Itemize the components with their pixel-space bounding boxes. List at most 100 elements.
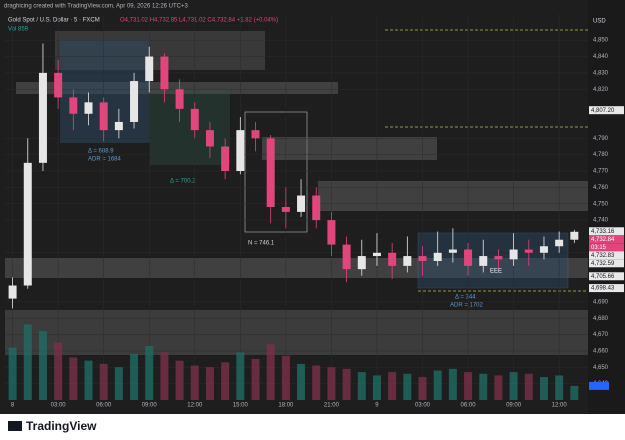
price-label-bg <box>589 259 624 268</box>
y-tick-label: 4,740 <box>593 218 609 224</box>
x-tick-label: 06:00 <box>461 403 477 409</box>
annotation: EEE <box>490 269 502 275</box>
candle-body <box>524 249 533 253</box>
volume-bar <box>357 372 366 400</box>
price-label-bg <box>589 227 624 236</box>
candle-body <box>190 108 199 131</box>
price-label: 4,807.20 <box>591 108 615 114</box>
range-box <box>150 90 230 165</box>
candle-body <box>327 220 336 245</box>
candle-body <box>84 102 93 114</box>
candle-body <box>494 256 503 260</box>
candle-body <box>38 72 47 163</box>
volume-bar <box>342 368 351 400</box>
annotation: Δ = 688.9 <box>88 149 114 155</box>
volume-bar <box>539 377 548 400</box>
candle-body <box>251 130 260 139</box>
volume-bar <box>448 368 457 400</box>
y-tick-label: 4,750 <box>593 201 609 207</box>
annotation: Δ = 700.2 <box>170 179 196 185</box>
price-label-bg <box>589 235 624 244</box>
volume-bar <box>418 377 427 400</box>
volume-bar <box>479 373 488 400</box>
y-tick-label: 4,840 <box>593 54 609 60</box>
zone <box>5 310 588 355</box>
y-tick-label: 4,660 <box>593 349 609 355</box>
x-tick-label: 03:00 <box>415 403 431 409</box>
volume-bar <box>464 372 473 400</box>
candle-body <box>23 162 32 286</box>
candle-body <box>54 72 63 98</box>
volume-bar <box>145 345 154 400</box>
volume-bar <box>221 362 230 400</box>
footer <box>0 414 625 440</box>
x-tick-label: 12:00 <box>552 403 568 409</box>
y-tick-label: 4,690 <box>593 299 609 305</box>
currency: USD <box>593 19 606 25</box>
candle-body <box>175 89 184 109</box>
y-tick-label: 4,790 <box>593 136 609 142</box>
candle-body <box>418 256 427 261</box>
x-tick-label: 06:00 <box>96 403 112 409</box>
price-label: 4,705.66 <box>591 274 615 280</box>
candle-body <box>570 231 579 240</box>
volume-bar <box>327 367 336 400</box>
candle-body <box>69 97 78 114</box>
zone <box>5 258 588 278</box>
candle-body <box>388 252 397 266</box>
zone <box>262 137 437 160</box>
countdown-bg <box>589 243 624 252</box>
volume-bar <box>99 363 108 400</box>
logo <box>8 421 22 431</box>
volume-bar <box>403 373 412 400</box>
x-tick-label: 9 <box>375 403 379 409</box>
brand: TradingView <box>26 419 97 433</box>
volume-bar <box>509 372 518 400</box>
price-label: 4,733.16 <box>591 229 615 235</box>
candle-body <box>8 285 17 299</box>
candle-body <box>145 56 154 82</box>
volume-bar <box>236 352 245 400</box>
y-tick-label: 4,680 <box>593 316 609 322</box>
candle-body <box>372 252 381 257</box>
volume-bar <box>175 360 184 400</box>
y-tick-label: 4,770 <box>593 169 609 175</box>
legend-values: O4,731.02 H4,732.85 L4,731.02 C4,732.84 … <box>120 18 278 24</box>
range-box <box>244 111 308 233</box>
candle-body <box>479 256 488 266</box>
price-label: 4,732.84 <box>591 237 615 243</box>
symbol: Gold Spot / U.S. Dollar · 5 · FXCM <box>8 18 100 24</box>
y-tick-label: 4,780 <box>593 152 609 158</box>
volume-label-bg <box>589 381 609 390</box>
candle-body <box>464 249 473 266</box>
candle-body <box>312 195 321 221</box>
price-label: 4,732.83 <box>591 253 615 259</box>
annotation: N = 746.1 <box>248 241 275 247</box>
price-label-bg <box>589 251 624 260</box>
candle-body <box>403 256 412 266</box>
x-tick-label: 09:00 <box>142 403 158 409</box>
candle-body <box>448 249 457 253</box>
x-tick-label: 09:00 <box>506 403 522 409</box>
volume-bar <box>555 375 564 400</box>
volume-bar <box>130 354 139 400</box>
y-tick-label: 4,830 <box>593 70 609 76</box>
volume-bar <box>570 385 579 400</box>
candle-body <box>281 207 290 212</box>
volume-bar <box>38 331 47 400</box>
volume-bar <box>114 367 123 400</box>
annotation: ADR = 1684 <box>88 157 122 163</box>
y-tick-label: 4,850 <box>593 38 609 44</box>
volume-bar <box>160 352 169 400</box>
price-label: 4,698.43 <box>591 286 615 292</box>
candle-body <box>342 244 351 270</box>
candle-body <box>160 56 169 90</box>
y-tick-label: 4,650 <box>593 365 609 371</box>
x-tick-label: 21:00 <box>324 403 340 409</box>
price-label-bg <box>589 106 624 115</box>
x-tick-label: 8 <box>11 403 15 409</box>
volume-bar <box>8 347 17 400</box>
candle-body <box>555 239 564 247</box>
price-label-bg <box>589 272 624 281</box>
